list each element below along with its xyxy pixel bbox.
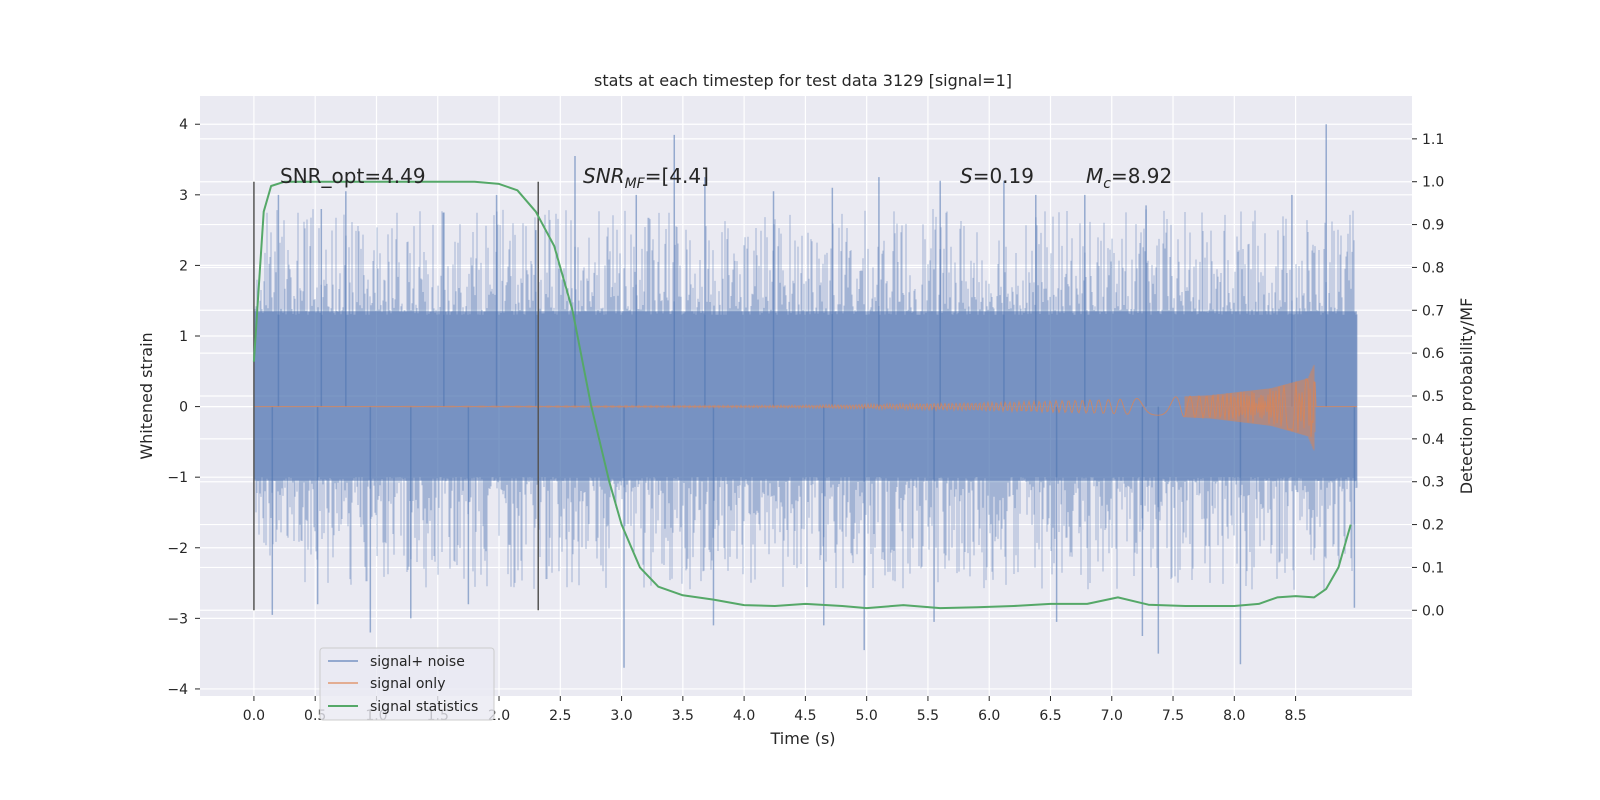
y-tick-label: −3 <box>167 611 188 627</box>
legend: signal+ noise signal only signal statist… <box>319 647 495 721</box>
x-tick-label: 5.0 <box>856 708 878 724</box>
annotation-s: S=0.19 <box>960 164 1034 188</box>
y2-axis-label: Detection probability/MF <box>1457 298 1476 495</box>
x-tick-label: 6.5 <box>1039 708 1061 724</box>
y2-tick-label: 0.9 <box>1422 218 1444 234</box>
s-rest: =0.19 <box>973 164 1034 188</box>
chart-title: stats at each timestep for test data 312… <box>594 71 1012 90</box>
legend-label-stat: signal statistics <box>370 699 478 715</box>
y2-tick-label: 0.0 <box>1422 603 1444 619</box>
signal-only-line <box>254 378 1357 437</box>
y-tick-label: −4 <box>167 682 188 698</box>
y-tick-label: 3 <box>179 188 188 204</box>
y-ticks: 4 3 2 1 0 −1 −2 −3 −4 <box>167 117 200 698</box>
y-tick-label: 0 <box>179 400 188 416</box>
y2-tick-label: 0.8 <box>1422 260 1444 276</box>
y2-tick-label: 0.5 <box>1422 389 1444 405</box>
y-axis-label: Whitened strain <box>137 332 156 459</box>
annotation-snr-opt: SNR_opt=4.49 <box>280 164 426 188</box>
x-tick-label: 0.0 <box>243 708 265 724</box>
x-tick-label: 7.0 <box>1101 708 1123 724</box>
y2-tick-label: 0.2 <box>1422 518 1444 534</box>
snr-mf-main: SNR <box>583 164 625 188</box>
y-tick-label: −2 <box>167 541 188 557</box>
x-tick-label: 4.0 <box>733 708 755 724</box>
snr-mf-sub: MF <box>625 176 646 192</box>
y2-tick-label: 0.3 <box>1422 475 1444 491</box>
mc-sub: c <box>1103 176 1111 192</box>
y-tick-label: 1 <box>179 329 188 345</box>
noise-series <box>253 124 1358 668</box>
x-tick-label: 2.5 <box>549 708 571 724</box>
x-tick-label: 3.0 <box>610 708 632 724</box>
signal-statistics-line <box>252 180 1352 610</box>
s-main: S <box>960 164 973 188</box>
x-ticks: 0.00.51.01.52.02.53.03.54.04.55.05.56.06… <box>243 696 1307 724</box>
y-tick-label: 2 <box>179 258 188 274</box>
x-tick-label: 8.0 <box>1223 708 1245 724</box>
x-tick-label: 6.0 <box>978 708 1000 724</box>
x-tick-label: 7.5 <box>1162 708 1184 724</box>
y-tick-label: −1 <box>167 470 188 486</box>
annotation-mc: Mc=8.92 <box>1086 164 1172 192</box>
legend-label-signal: signal only <box>370 676 445 692</box>
snr-mf-rest: =[4.4] <box>645 164 709 188</box>
y2-tick-label: 0.7 <box>1422 303 1444 319</box>
x-axis-label: Time (s) <box>769 729 835 748</box>
noise-core-band <box>253 311 1357 481</box>
signal-only-series <box>254 364 1357 451</box>
y2-tick-label: 0.4 <box>1422 432 1444 448</box>
signal-statistics-series <box>252 180 1352 610</box>
x-tick-label: 8.5 <box>1284 708 1306 724</box>
y2-tick-label: 1.1 <box>1422 132 1444 148</box>
mc-rest: =8.92 <box>1111 164 1172 188</box>
x-tick-label: 3.5 <box>672 708 694 724</box>
legend-label-noise: signal+ noise <box>370 654 465 670</box>
vertical-markers <box>253 181 539 611</box>
y2-tick-label: 0.6 <box>1422 346 1444 362</box>
y2-tick-label: 1.0 <box>1422 175 1444 191</box>
y2-ticks: 1.1 1.0 0.9 0.8 0.7 0.6 0.5 0.4 0.3 0.2 0.1 0.0 <box>1412 132 1444 619</box>
x-tick-label: 4.5 <box>794 708 816 724</box>
y2-tick-label: 0.1 <box>1422 560 1444 576</box>
x-tick-label: 5.5 <box>917 708 939 724</box>
legend-box <box>319 647 495 721</box>
mc-main: M <box>1086 164 1103 188</box>
signal-only-chirp-fill <box>1184 364 1316 451</box>
y-tick-label: 4 <box>179 117 188 133</box>
annotation-snr-mf: SNRMF=[4.4] <box>583 164 709 192</box>
